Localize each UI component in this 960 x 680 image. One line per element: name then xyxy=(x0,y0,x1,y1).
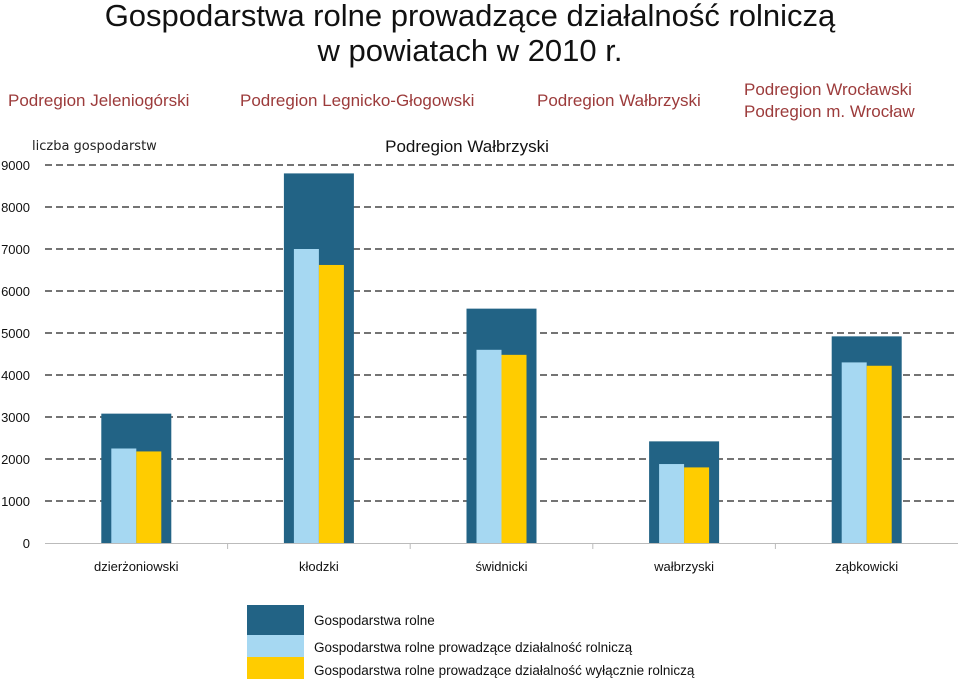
legend-label-farms: Gospodarstwa rolne xyxy=(314,613,435,628)
legend-swatch-farms xyxy=(247,605,304,635)
bar-farms-only-agri-0 xyxy=(136,451,162,543)
y-tick-label-3000: 3000 xyxy=(1,410,30,425)
y-axis-label: liczba gospodarstw xyxy=(32,139,157,154)
bar-farms-active-3 xyxy=(659,464,685,543)
tab-podregion-m-wroclaw[interactable]: Podregion m. Wrocław xyxy=(744,102,915,121)
y-tick-label-7000: 7000 xyxy=(1,242,30,257)
chart-title-line2: w powiatach w 2010 r. xyxy=(317,33,623,68)
y-tick-label-1000: 1000 xyxy=(1,494,30,509)
bar-farms-only-agri-3 xyxy=(684,467,710,543)
y-tick-label-5000: 5000 xyxy=(1,326,30,341)
bar-farms-only-agri-4 xyxy=(866,365,892,543)
tab-podregion-wroclawski[interactable]: Podregion Wrocławski xyxy=(744,80,912,99)
y-tick-label-4000: 4000 xyxy=(1,368,30,383)
y-tick-label-2000: 2000 xyxy=(1,452,30,467)
y-tick-label-8000: 8000 xyxy=(1,200,30,215)
bar-farms-only-agri-2 xyxy=(501,354,527,543)
y-tick-label-6000: 6000 xyxy=(1,284,30,299)
x-category-label-1: kłodzki xyxy=(299,559,339,574)
tab-podregion-legnicko-glogowski[interactable]: Podregion Legnicko-Głogowski xyxy=(240,91,475,110)
bar-farms-active-1 xyxy=(293,249,319,543)
x-category-label-0: dzierżoniowski xyxy=(94,559,179,574)
y-tick-label-9000: 9000 xyxy=(1,158,30,173)
x-category-label-2: świdnicki xyxy=(475,559,527,574)
y-axis: 0 1000 2000 3000 4000 5000 6000 7000 8000 9000 xyxy=(1,158,30,551)
legend-swatch-farms-only-agri xyxy=(247,657,304,679)
bar-farms-active-4 xyxy=(841,362,867,543)
tab-podregion-jeleniogorski[interactable]: Podregion Jeleniogórski xyxy=(8,91,190,110)
x-category-label-4: ząbkowicki xyxy=(835,559,898,574)
tab-podregion-walbrzyski[interactable]: Podregion Wałbrzyski xyxy=(537,91,701,110)
legend-swatch-farms-active xyxy=(247,635,304,657)
legend-label-farms-only-agri: Gospodarstwa rolne prowadzące działalnoś… xyxy=(314,663,695,678)
legend-label-farms-active: Gospodarstwa rolne prowadzące działalnoś… xyxy=(314,640,633,655)
bars xyxy=(101,173,902,543)
chart-title-line1: Gospodarstwa rolne prowadzące działalnoś… xyxy=(104,0,836,33)
bar-farms-active-0 xyxy=(111,448,137,543)
x-category-label-3: wałbrzyski xyxy=(653,559,714,574)
chart-subtitle: Podregion Wałbrzyski xyxy=(385,137,549,156)
bar-farms-active-2 xyxy=(476,349,502,543)
y-tick-label-0: 0 xyxy=(23,536,30,551)
bar-chart: 0 1000 2000 3000 4000 5000 6000 7000 8000 9000 dz… xyxy=(1,137,958,574)
x-axis: dzierżoniowski kłodzki świdnicki wałbrzyski… xyxy=(45,543,958,574)
bar-farms-only-agri-1 xyxy=(318,264,344,543)
